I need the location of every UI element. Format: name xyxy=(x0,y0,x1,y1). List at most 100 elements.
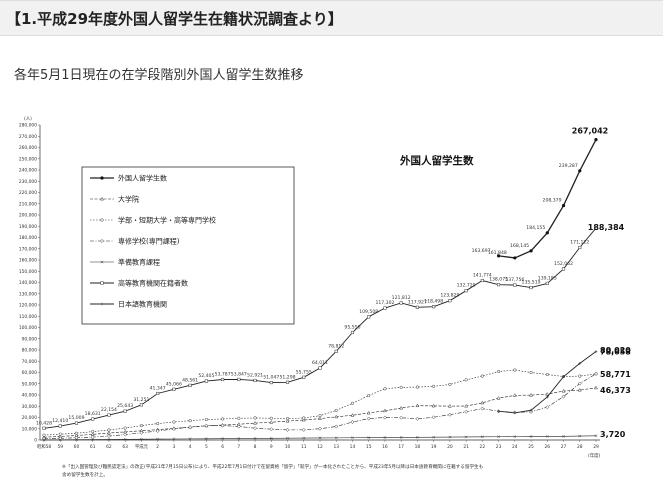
y-tick-label: 240,000 xyxy=(19,168,37,174)
data-point-preparatory-course xyxy=(545,435,549,438)
data-point-vocational-school xyxy=(106,434,111,439)
y-tick-label: 90,000 xyxy=(22,336,38,342)
data-point-undergraduate xyxy=(383,387,387,391)
data-point-higher-education xyxy=(480,278,484,283)
y-tick-label: 280,000 xyxy=(19,123,37,129)
y-tick-label: 100,000 xyxy=(19,325,37,331)
y-unit-label: (人) xyxy=(24,116,32,122)
data-point-higher-education xyxy=(448,299,452,303)
data-point-graduate-school xyxy=(107,430,111,435)
end-label-vocational-school: 58,771 xyxy=(600,370,631,379)
data-point-preparatory-course xyxy=(529,435,533,438)
data-label-higher-education: 48,561 xyxy=(182,377,198,383)
data-point-undergraduate xyxy=(350,401,355,405)
data-point-graduate-school xyxy=(496,396,501,400)
data-point-higher-education xyxy=(253,378,257,383)
end-label-graduate-school: 46,373 xyxy=(600,386,631,395)
x-tick-label: 10 xyxy=(285,444,291,450)
data-point-vocational-school xyxy=(334,424,339,429)
footnote-line-2: 含め留学生数を計上。 xyxy=(62,471,108,478)
legend-marker xyxy=(100,218,104,222)
data-point-preparatory-course xyxy=(123,437,127,441)
x-tick-label: 9 xyxy=(270,444,273,450)
data-point-undergraduate xyxy=(302,416,306,420)
legend-label: 学部・短期大学・高等専門学校 xyxy=(118,216,216,225)
data-point-graduate-school xyxy=(269,420,274,424)
data-point-higher-education xyxy=(318,366,322,370)
data-point-higher-education xyxy=(74,421,79,425)
data-point-higher-education xyxy=(156,391,160,396)
y-tick-label: 30,000 xyxy=(22,404,38,410)
legend-item-preparatory-course: 準備教育課程 xyxy=(90,258,160,267)
data-point-undergraduate xyxy=(253,416,257,420)
data-point-higher-education xyxy=(529,285,533,290)
data-point-total-students xyxy=(578,169,582,173)
data-point-vocational-school xyxy=(415,416,420,421)
data-point-higher-education xyxy=(204,379,208,383)
data-point-preparatory-course xyxy=(188,437,192,441)
data-point-preparatory-course xyxy=(334,436,338,440)
y-tick-label: 20,000 xyxy=(22,415,38,421)
data-point-vocational-school xyxy=(236,424,241,429)
data-point-vocational-school xyxy=(90,435,95,440)
x-tick-label: 25 xyxy=(528,444,534,450)
x-tick-label: 6 xyxy=(221,444,224,450)
legend-box xyxy=(81,166,295,325)
data-point-undergraduate xyxy=(58,432,62,436)
data-label-higher-education: 45,066 xyxy=(166,381,182,387)
data-point-higher-education xyxy=(399,301,403,305)
y-tick-label: 10,000 xyxy=(22,426,38,432)
y-tick-label: 270,000 xyxy=(19,134,37,140)
data-point-undergraduate xyxy=(156,422,160,426)
data-point-undergraduate xyxy=(432,384,436,388)
series-line-japanese-language-school xyxy=(498,351,597,414)
legend-marker xyxy=(100,281,104,285)
data-point-graduate-school xyxy=(318,416,322,420)
data-point-graduate-school xyxy=(334,414,339,419)
data-label-higher-education: 41,347 xyxy=(150,385,166,391)
x-tick-label: 26 xyxy=(544,444,550,450)
legend-item-japanese-language-school: 日本語教育機関 xyxy=(90,300,167,309)
x-tick-label: 4 xyxy=(189,444,192,450)
x-tick-label: 63 xyxy=(122,444,128,450)
data-point-preparatory-course xyxy=(432,435,436,439)
data-label-higher-education: 64,011 xyxy=(312,360,328,366)
data-label-higher-education: 139,185 xyxy=(538,275,557,281)
y-tick-label: 230,000 xyxy=(19,179,37,185)
data-point-higher-education xyxy=(545,281,549,285)
data-point-preparatory-course xyxy=(237,437,241,440)
data-point-higher-education xyxy=(91,417,95,421)
data-point-preparatory-course xyxy=(204,437,208,441)
x-tick-label: 17 xyxy=(398,444,404,450)
data-point-higher-education xyxy=(188,383,192,387)
data-point-undergraduate xyxy=(448,382,452,386)
data-label-higher-education: 138,075 xyxy=(489,277,508,283)
y-tick-label: 170,000 xyxy=(19,246,37,252)
data-point-undergraduate xyxy=(318,414,322,418)
data-point-preparatory-course xyxy=(302,436,306,440)
end-label-preparatory-course: 3,720 xyxy=(600,430,626,439)
data-point-undergraduate xyxy=(578,374,582,378)
data-point-preparatory-course xyxy=(383,436,387,439)
x-tick-label: 20 xyxy=(447,444,453,450)
data-point-preparatory-course xyxy=(480,435,484,439)
data-point-higher-education xyxy=(269,381,273,385)
series-total-students xyxy=(496,137,598,260)
data-label-total-students: 267,042 xyxy=(572,127,608,136)
legend-item-undergraduate: 学部・短期大学・高等専門学校 xyxy=(90,216,216,225)
x-tick-label: 24 xyxy=(512,444,518,450)
data-point-undergraduate xyxy=(334,408,338,412)
data-point-vocational-school xyxy=(171,427,176,431)
chart-annotation: 外国人留学生数 xyxy=(399,154,474,167)
x-tick-label: 12 xyxy=(317,444,323,450)
page-title: 【1.平成29年度外国人留学生在籍状況調査より】 xyxy=(6,10,343,28)
data-point-japanese-language-school xyxy=(562,375,565,379)
data-label-total-students: 168,145 xyxy=(510,243,529,249)
data-point-graduate-school xyxy=(301,417,306,422)
data-point-vocational-school xyxy=(561,394,566,399)
data-point-vocational-school xyxy=(447,412,452,417)
series-layer xyxy=(42,137,598,442)
data-point-undergraduate xyxy=(74,431,79,435)
